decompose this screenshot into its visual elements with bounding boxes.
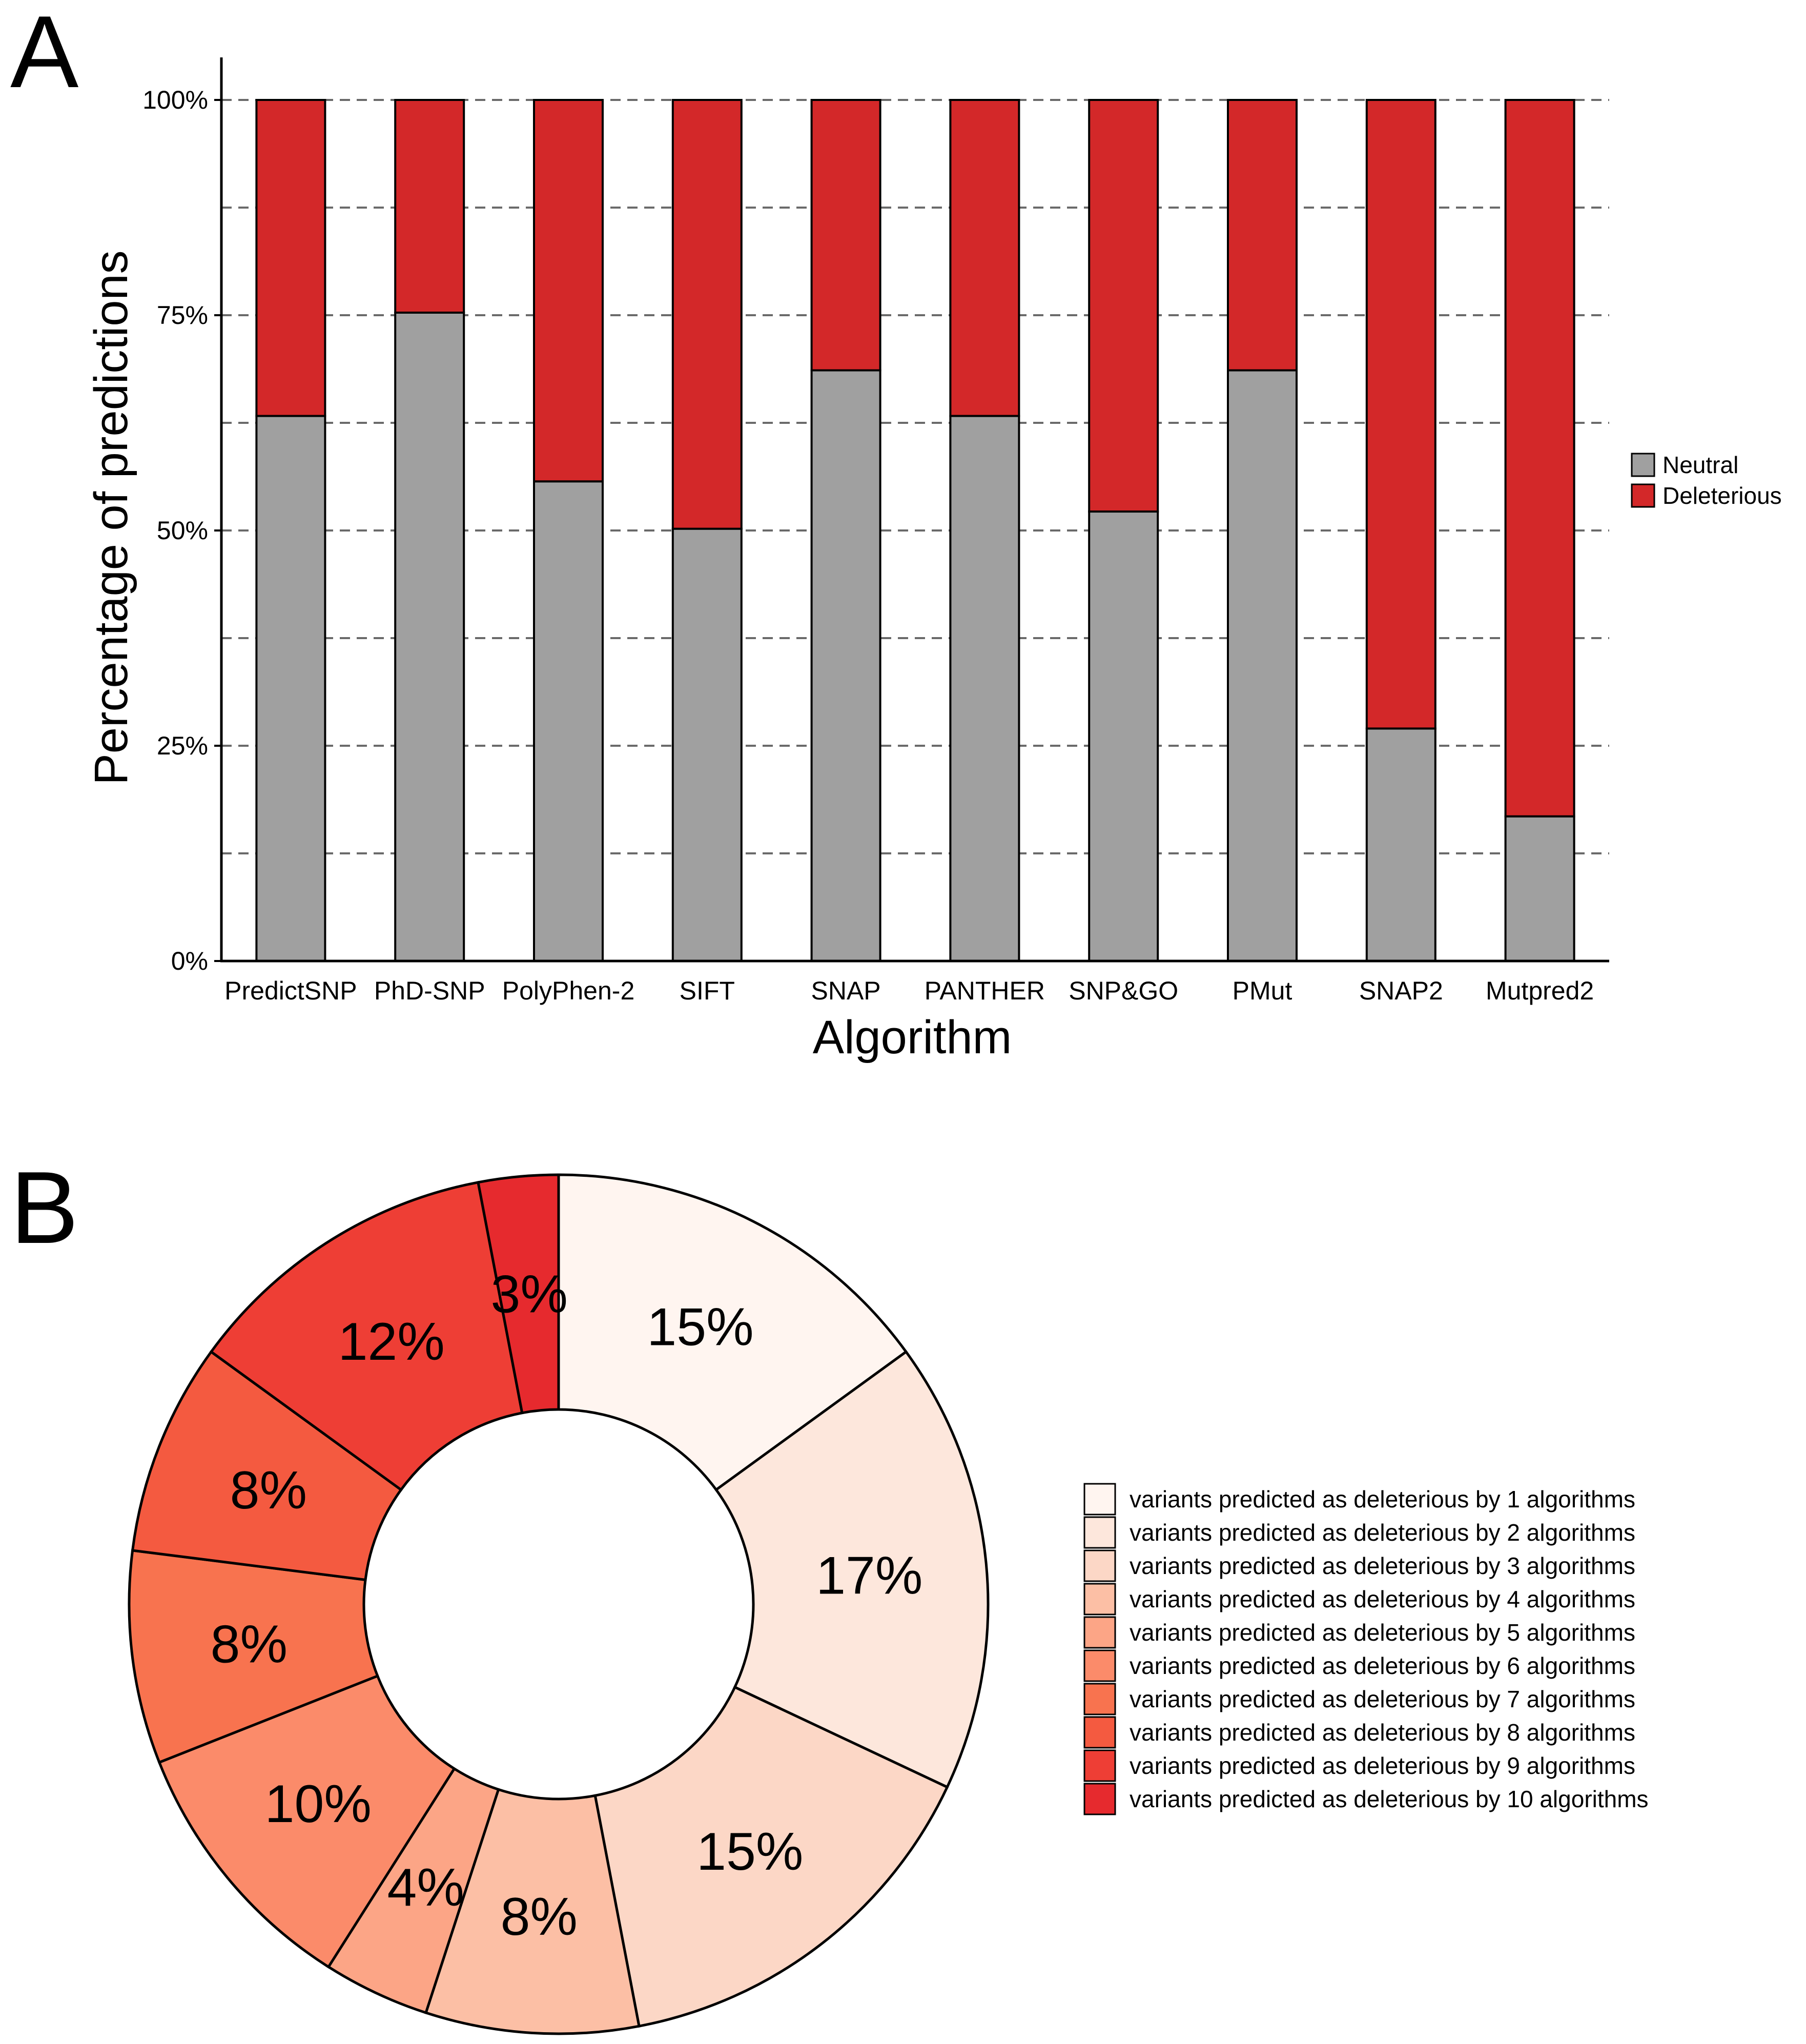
bar-neutral	[1504, 815, 1575, 962]
legend-swatch	[1083, 1783, 1116, 1815]
legend-label: variants predicted as deleterious by 8 a…	[1130, 1719, 1635, 1746]
y-tick-label: 0%	[171, 947, 208, 975]
donut-slice	[714, 1350, 990, 1789]
y-tick-label: 100%	[142, 86, 208, 114]
bar-deleterious	[1504, 99, 1575, 817]
legend-label-neutral: Neutral	[1663, 452, 1738, 478]
slice-percent-label: 15%	[696, 1822, 803, 1882]
legend-label: variants predicted as deleterious by 3 a…	[1130, 1552, 1635, 1579]
y-tick-label: 25%	[157, 731, 208, 760]
legend-swatch	[1083, 1749, 1116, 1782]
legend-label: variants predicted as deleterious by 2 a…	[1130, 1519, 1635, 1546]
slice-percent-label: 8%	[230, 1461, 307, 1520]
x-tick-label: PhD-SNP	[374, 976, 485, 1005]
donut-slice	[131, 1350, 403, 1582]
legend-swatch	[1083, 1516, 1116, 1549]
x-axis-title: Algorithm	[813, 1011, 1012, 1064]
bar-neutral	[949, 415, 1020, 962]
slice-percent-label: 17%	[816, 1546, 922, 1606]
bar-neutral	[394, 311, 465, 963]
donut-slice	[128, 1549, 379, 1764]
bar-deleterious	[949, 99, 1020, 417]
donut-slice	[557, 1173, 908, 1492]
legend-swatch	[1083, 1649, 1116, 1682]
slice-percent-label: 3%	[491, 1265, 568, 1324]
bar-neutral	[255, 415, 326, 962]
y-tick-label: 75%	[157, 301, 208, 330]
slice-percent-label: 10%	[265, 1774, 372, 1834]
legend-label: variants predicted as deleterious by 6 a…	[1130, 1652, 1635, 1679]
slice-percent-label: 4%	[387, 1858, 464, 1917]
bar-deleterious	[1227, 99, 1298, 372]
bar-deleterious	[394, 99, 465, 314]
bar-deleterious	[1088, 99, 1159, 513]
x-tick-label: SNP&GO	[1069, 976, 1178, 1005]
bar-deleterious	[671, 99, 743, 530]
x-tick-label: PredictSNP	[224, 976, 357, 1005]
x-tick-label: PMut	[1233, 976, 1292, 1005]
donut-chart: 15% 17% 15% 8% 4% 10% 8% 8% 12% 3% variants predic…	[128, 1173, 1649, 2035]
legend-swatch	[1083, 1616, 1116, 1649]
bar-neutral	[810, 369, 881, 962]
legend-label-deleterious: Deleterious	[1663, 482, 1782, 509]
donut-slice	[209, 1180, 524, 1492]
legend-swatch	[1083, 1683, 1116, 1715]
legend-swatch	[1083, 1716, 1116, 1749]
bar-neutral	[671, 527, 743, 962]
bar-neutral	[533, 480, 604, 962]
legend-swatch-neutral	[1631, 453, 1655, 477]
slice-percent-label: 8%	[501, 1887, 578, 1947]
y-axis-title: Percentage of predictions	[85, 250, 137, 785]
legend-swatch	[1083, 1483, 1116, 1516]
bar-neutral	[1088, 510, 1159, 962]
y-tick-label: 50%	[157, 516, 208, 545]
donut-slice	[157, 1674, 456, 1969]
bar-neutral	[1227, 369, 1298, 962]
x-tick-label: SIFT	[680, 976, 735, 1005]
slice-percent-label: 15%	[647, 1297, 753, 1357]
bar-deleterious	[255, 99, 326, 417]
donut-slice	[593, 1685, 949, 2028]
bar-chart: PredictSNP PhD-SNP PolyPhen-2 SIFT SNAP PANTH…	[85, 57, 1782, 1064]
slice-percent-label: 8%	[211, 1614, 288, 1674]
legend-label: variants predicted as deleterious by 1 a…	[1130, 1486, 1635, 1512]
legend-label: variants predicted as deleterious by 4 a…	[1130, 1586, 1635, 1612]
bar-neutral	[1365, 727, 1436, 963]
x-tick-label: Mutpred2	[1486, 976, 1594, 1005]
bar-deleterious	[1365, 99, 1436, 730]
slice-percent-label: 12%	[338, 1312, 445, 1372]
x-tick-label: SNAP	[811, 976, 881, 1005]
x-tick-label: SNAP2	[1359, 976, 1443, 1005]
bar-deleterious	[810, 99, 881, 372]
legend-swatch	[1083, 1583, 1116, 1616]
legend-label: variants predicted as deleterious by 9 a…	[1130, 1752, 1635, 1779]
legend-swatch-deleterious	[1631, 483, 1655, 508]
panel-b-label: B	[10, 1151, 78, 1265]
donut-slice	[477, 1173, 560, 1415]
legend-label: variants predicted as deleterious by 10 …	[1130, 1786, 1649, 1812]
legend-label: variants predicted as deleterious by 7 a…	[1130, 1686, 1635, 1712]
bar-deleterious	[533, 99, 604, 483]
x-tick-label: PolyPhen-2	[502, 976, 635, 1005]
panel-a-label: A	[10, 0, 79, 109]
x-tick-label: PANTHER	[925, 976, 1045, 1005]
legend-label: variants predicted as deleterious by 5 a…	[1130, 1619, 1635, 1646]
legend-swatch	[1083, 1549, 1116, 1582]
